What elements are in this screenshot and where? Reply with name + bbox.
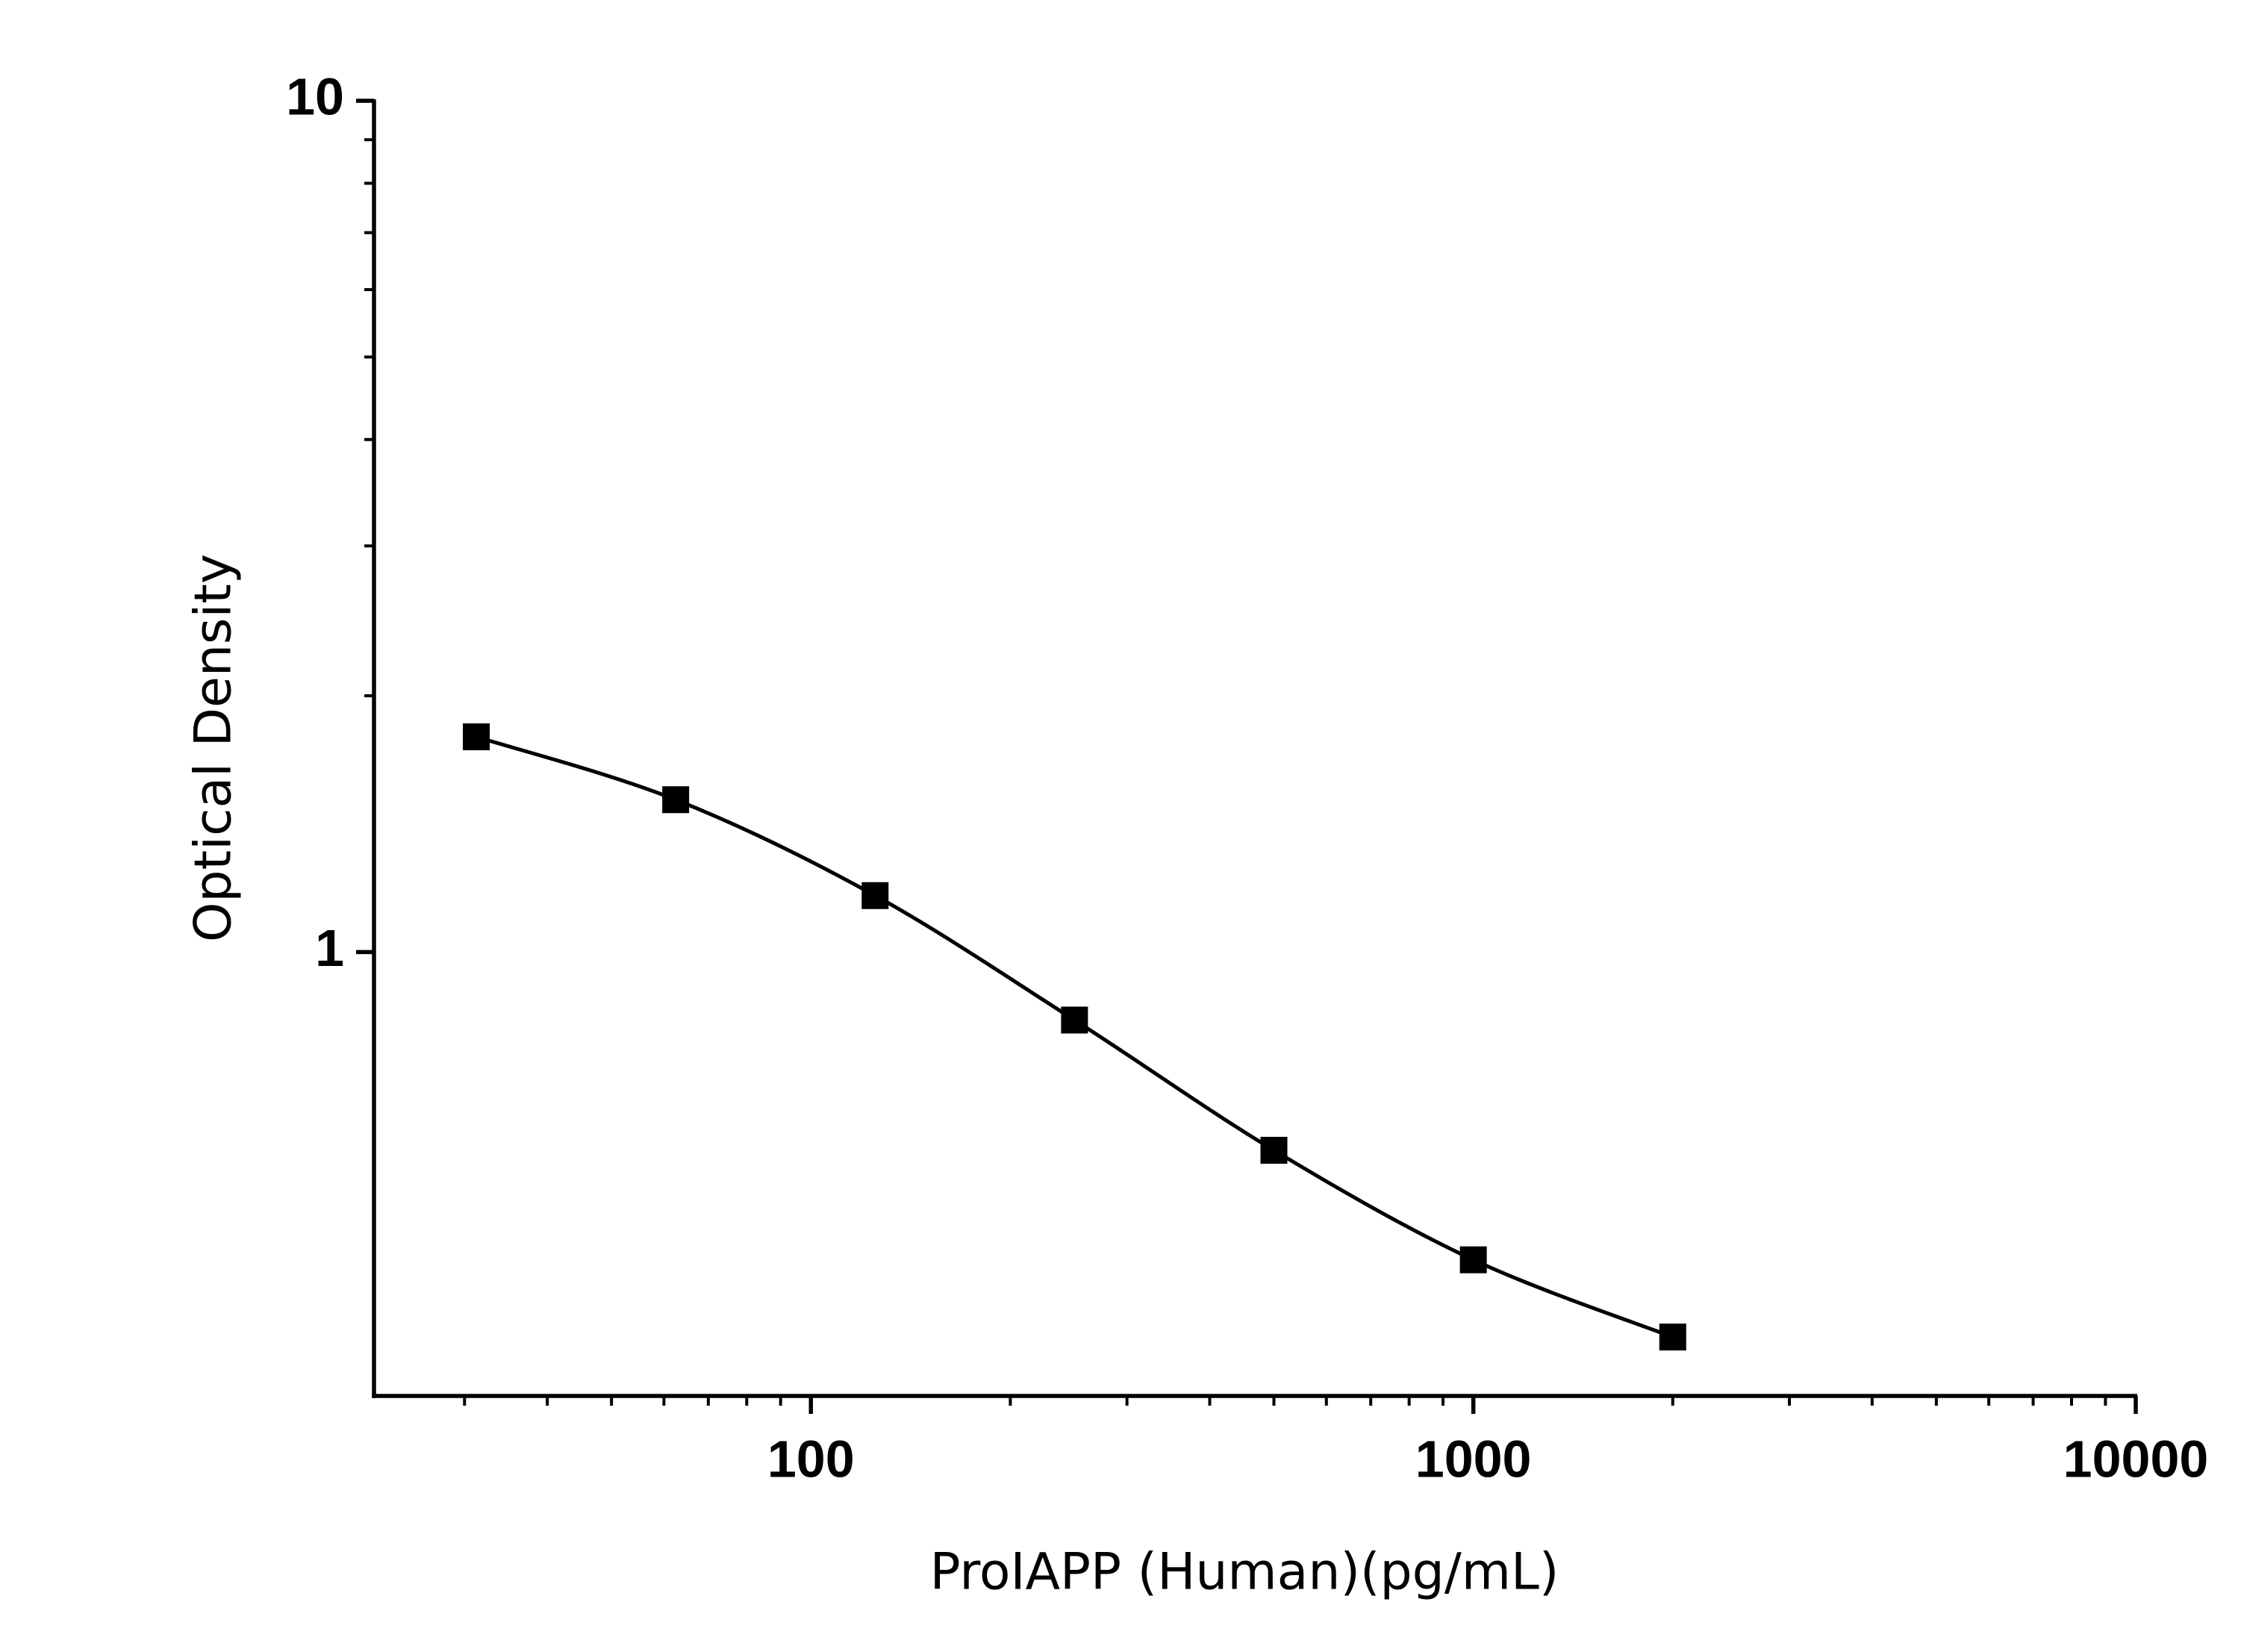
x-tick-label: 1000 bbox=[1415, 1430, 1532, 1488]
y-tick-label: 1 bbox=[315, 919, 344, 977]
x-axis-label: ProIAPP (Human)(pg/mL) bbox=[930, 1543, 1559, 1602]
x-tick-label: 10000 bbox=[2063, 1430, 2209, 1488]
data-point bbox=[1260, 1136, 1288, 1164]
data-point bbox=[662, 786, 690, 814]
fit-curve bbox=[476, 735, 1674, 1339]
data-point bbox=[861, 882, 889, 909]
data-point bbox=[1459, 1246, 1487, 1274]
data-point bbox=[1659, 1324, 1686, 1351]
data-point bbox=[1061, 1006, 1088, 1034]
x-tick-label: 100 bbox=[767, 1430, 855, 1488]
data-point bbox=[463, 723, 490, 751]
y-tick-label: 10 bbox=[286, 67, 344, 125]
y-axis-label: Optical Density bbox=[184, 554, 243, 942]
